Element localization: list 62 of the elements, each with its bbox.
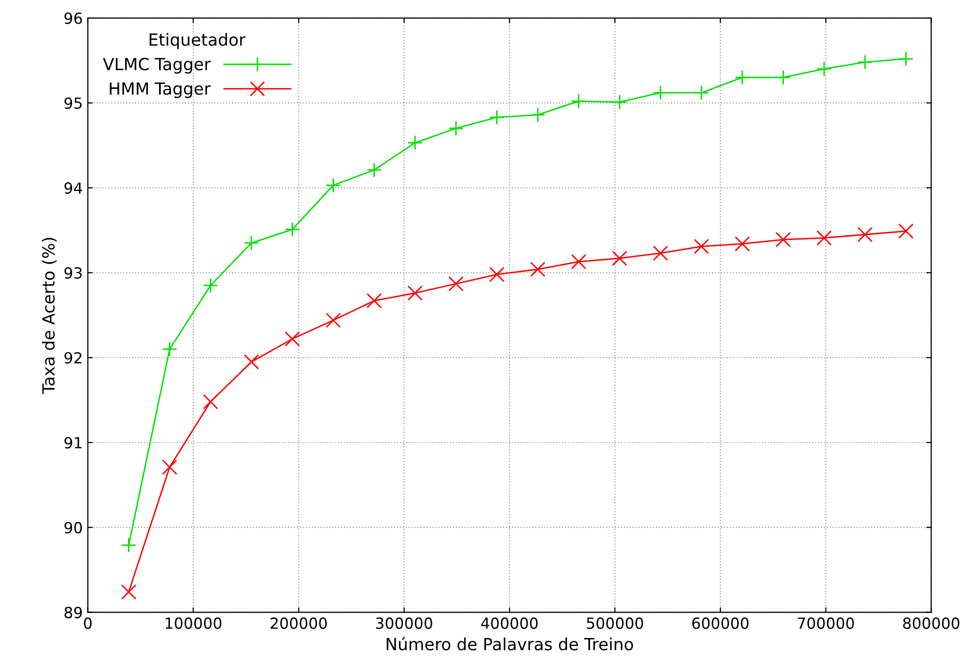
legend-label: VLMC Tagger [102, 58, 211, 74]
point [857, 54, 873, 70]
point [366, 162, 382, 178]
x-tick-label: 500000 [586, 617, 644, 629]
x-tick-label: 200000 [270, 617, 327, 629]
point [694, 85, 710, 100]
y-tick-label: 91 [64, 436, 82, 449]
point [366, 293, 382, 308]
point [162, 341, 178, 357]
y-axis-title: Taxa de Acerto (%) [42, 238, 57, 394]
point [244, 235, 260, 251]
point [734, 236, 750, 252]
point [284, 331, 300, 347]
point [121, 584, 136, 600]
point [244, 354, 260, 370]
point [734, 70, 750, 86]
y-tick-label: 94 [64, 182, 82, 194]
x-tick-label: 300000 [376, 617, 432, 629]
y-tick-label: 93 [64, 267, 82, 279]
y-tick-label: 89 [64, 606, 82, 618]
point [776, 70, 791, 86]
point [816, 230, 832, 246]
point [202, 394, 218, 410]
x-tick-label: 800000 [903, 617, 960, 629]
point [816, 61, 832, 77]
x-tick-label: 100000 [166, 617, 222, 629]
x-axis-title: Número de Palavras de Treino [386, 636, 634, 650]
point [652, 85, 668, 100]
legend-label: HMM Tagger [110, 82, 211, 98]
legend-title: Etiquetador [150, 33, 246, 50]
point [326, 178, 341, 193]
x-tick-label: 400000 [481, 617, 538, 629]
point [612, 250, 628, 266]
point [652, 246, 668, 261]
x-tick-label: 600000 [692, 617, 749, 629]
x-tick-label: 700000 [798, 617, 854, 629]
point [326, 312, 341, 328]
point [121, 538, 136, 553]
y-tick-label: 96 [64, 12, 82, 24]
y-tick-label: 95 [64, 97, 82, 109]
point [530, 107, 546, 122]
point [284, 222, 300, 238]
point [489, 110, 505, 125]
point [448, 276, 464, 292]
point [202, 278, 218, 294]
x-tick-label: 0 [84, 617, 92, 629]
y-tick-label: 90 [64, 522, 82, 534]
point [162, 459, 178, 475]
point [571, 94, 586, 109]
point [407, 285, 423, 301]
point [489, 266, 505, 282]
point [694, 238, 710, 254]
point [857, 226, 873, 242]
point [448, 120, 464, 136]
point [612, 94, 628, 110]
point [407, 135, 423, 150]
point [898, 223, 914, 239]
point [530, 262, 546, 277]
point [776, 232, 791, 248]
point [571, 254, 586, 270]
y-tick-label: 92 [64, 352, 82, 364]
point [898, 51, 914, 66]
